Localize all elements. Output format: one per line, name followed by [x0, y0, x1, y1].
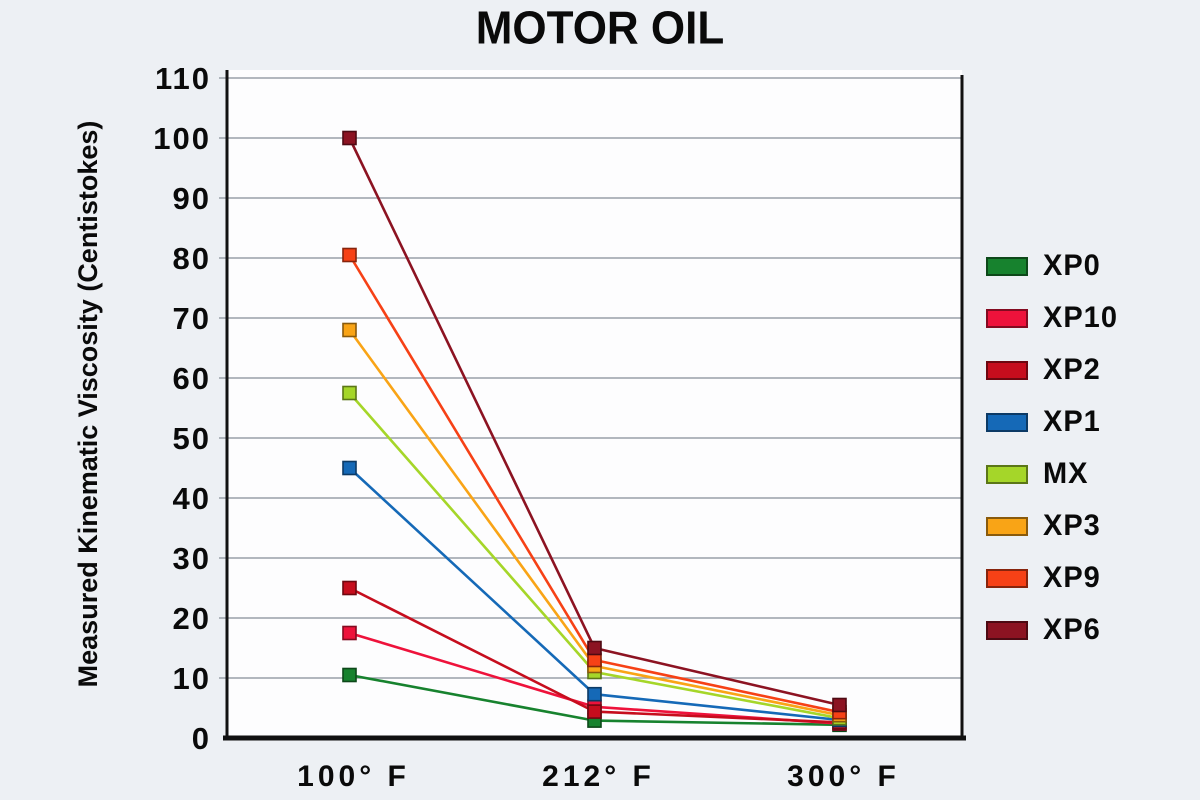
legend-label-xp3: XP3 [1043, 509, 1101, 542]
svg-text:300° F: 300° F [787, 760, 900, 793]
legend-item-xp10: XP10 [986, 292, 1118, 344]
legend-label-xp9: XP9 [1043, 561, 1101, 594]
legend-swatch-xp3 [986, 516, 1028, 536]
svg-text:30: 30 [173, 541, 211, 576]
legend-item-xp1: XP1 [986, 396, 1118, 448]
legend-swatch-xp1 [986, 412, 1028, 432]
svg-text:90: 90 [173, 181, 211, 216]
legend-swatch-xp0 [986, 256, 1028, 276]
svg-text:100: 100 [153, 121, 211, 156]
legend-swatch-mx [986, 464, 1028, 484]
legend-label-xp10: XP10 [1043, 301, 1118, 334]
legend-item-xp6: XP6 [986, 604, 1118, 656]
svg-text:0: 0 [192, 721, 211, 756]
legend-item-xp3: XP3 [986, 500, 1118, 552]
legend-label-mx: MX [1043, 457, 1089, 490]
legend-item-mx: MX [986, 448, 1118, 500]
legend-item-xp9: XP9 [986, 552, 1118, 604]
legend-swatch-xp6 [986, 620, 1028, 640]
legend-item-xp2: XP2 [986, 344, 1118, 396]
svg-text:10: 10 [173, 661, 211, 696]
svg-text:Measured Kinematic Viscosity (: Measured Kinematic Viscosity (Centistoke… [73, 121, 103, 688]
svg-text:212° F: 212° F [542, 760, 655, 793]
svg-text:70: 70 [173, 301, 211, 336]
legend-swatch-xp2 [986, 360, 1028, 380]
svg-text:20: 20 [173, 601, 211, 636]
legend-item-xp0: XP0 [986, 240, 1118, 292]
svg-text:50: 50 [173, 421, 211, 456]
legend-label-xp1: XP1 [1043, 405, 1101, 438]
legend-label-xp2: XP2 [1043, 353, 1101, 386]
chart-title: MOTOR OIL [475, 2, 725, 55]
legend-swatch-xp9 [986, 568, 1028, 588]
legend-label-xp0: XP0 [1043, 249, 1101, 282]
svg-text:60: 60 [173, 361, 211, 396]
svg-text:80: 80 [173, 241, 211, 276]
legend-swatch-xp10 [986, 308, 1028, 328]
svg-text:40: 40 [173, 481, 211, 516]
svg-text:100° F: 100° F [297, 760, 410, 793]
legend-label-xp6: XP6 [1043, 613, 1101, 646]
legend: XP0 XP10 XP2 XP1 MX XP3 XP9 XP6 [986, 240, 1118, 656]
svg-text:110: 110 [155, 61, 211, 96]
